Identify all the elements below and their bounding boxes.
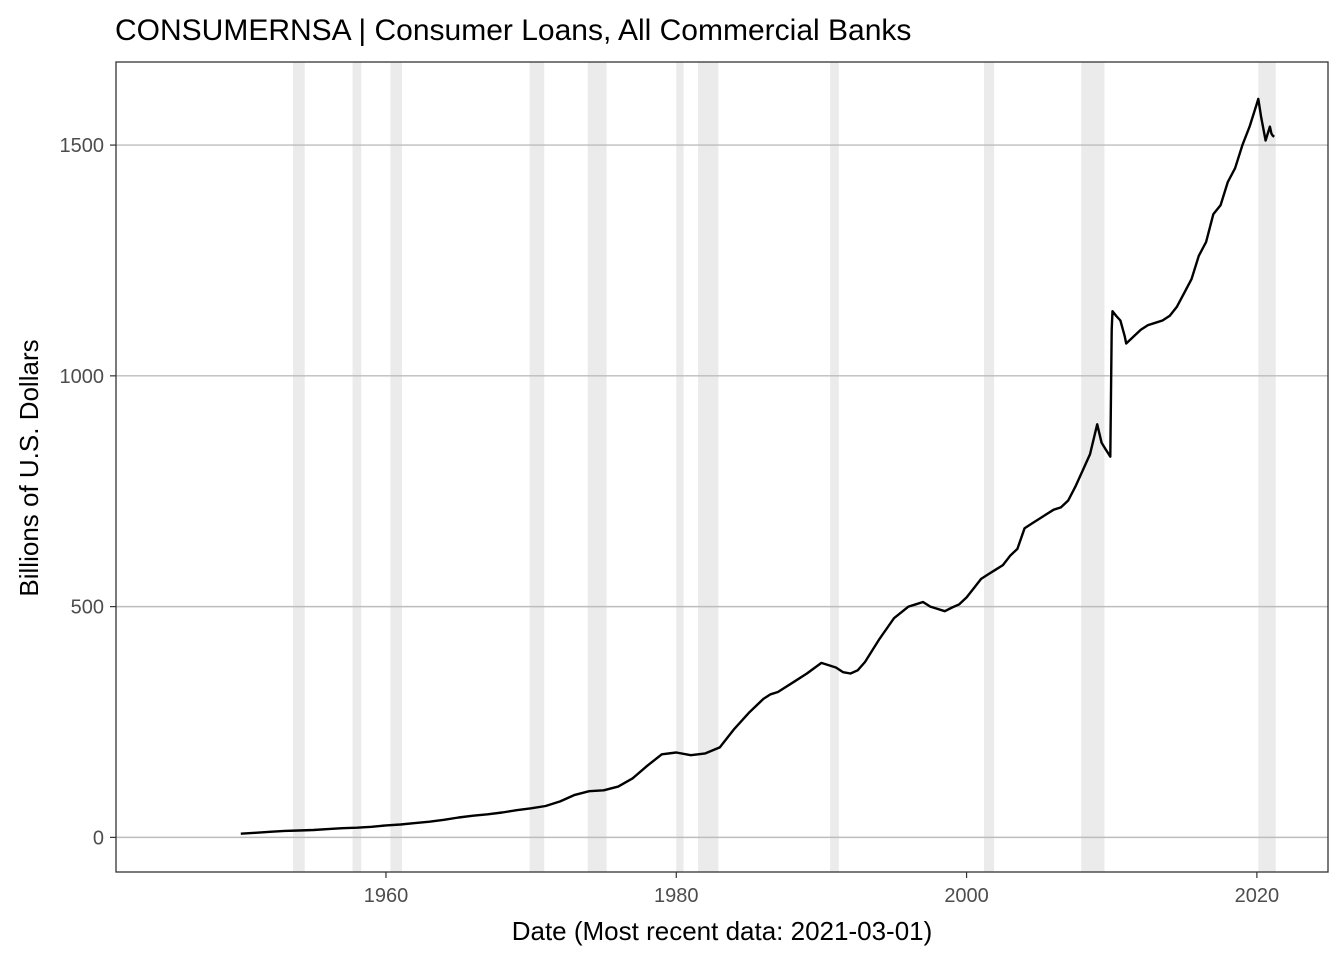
y-axis-title: Billions of U.S. Dollars xyxy=(14,339,44,596)
recession-band xyxy=(983,62,995,872)
y-tick-label: 500 xyxy=(71,597,104,619)
series-line xyxy=(240,97,1275,835)
x-tick-label: 2000 xyxy=(944,885,989,907)
x-axis-title: Date (Most recent data: 2021-03-01) xyxy=(512,916,933,946)
y-tick-label: 0 xyxy=(93,827,104,849)
series-layer xyxy=(240,97,1275,835)
recession-band xyxy=(676,62,684,872)
y-tick-label: 1000 xyxy=(60,366,105,388)
x-tick-label: 1960 xyxy=(364,885,409,907)
recession-band xyxy=(352,62,362,872)
x-tick-label: 1980 xyxy=(654,885,699,907)
recession-bands xyxy=(293,62,1276,872)
recession-band xyxy=(529,62,545,872)
x-axis: 1960 1980 2000 2020 xyxy=(364,872,1279,907)
chart-title: CONSUMERNSA | Consumer Loans, All Commer… xyxy=(115,14,911,47)
grid-lines xyxy=(116,144,1328,839)
recession-band xyxy=(587,62,607,872)
recession-band xyxy=(1081,62,1105,872)
panel-border xyxy=(115,61,1329,873)
recession-band xyxy=(698,62,719,872)
recession-band xyxy=(1258,62,1276,872)
y-axis: 0 500 1000 1500 xyxy=(60,135,116,849)
y-tick-label: 1500 xyxy=(60,135,105,157)
recession-band xyxy=(293,62,305,872)
x-tick-label: 2020 xyxy=(1235,885,1280,907)
recession-band xyxy=(830,62,839,872)
plot-area xyxy=(115,61,1329,873)
recession-band xyxy=(390,62,402,872)
